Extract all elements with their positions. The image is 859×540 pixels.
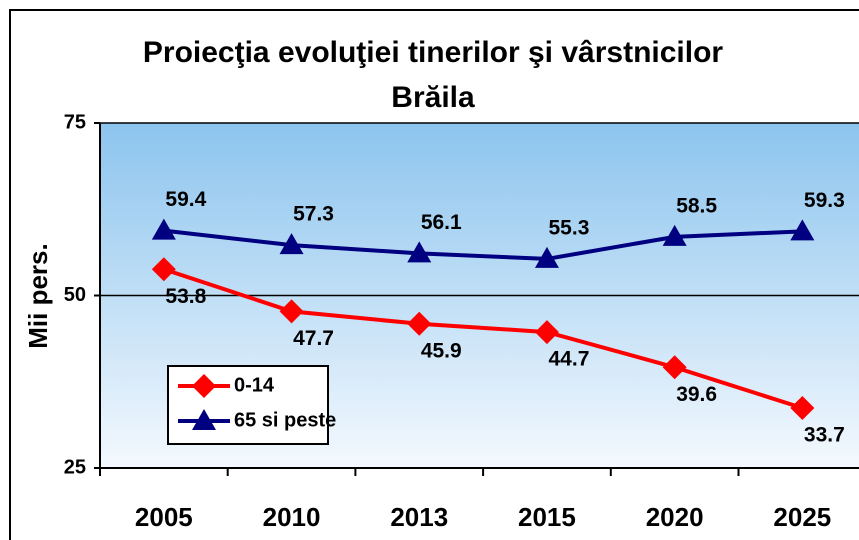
marker — [151, 257, 176, 282]
legend-box — [167, 365, 329, 445]
marker — [192, 374, 216, 398]
x-tick-label: 2015 — [518, 502, 576, 532]
data-label: 59.3 — [804, 189, 845, 212]
data-label: 59.4 — [165, 188, 206, 211]
y-tick-label: 50 — [64, 284, 86, 306]
marker — [662, 355, 687, 380]
data-label: 53.8 — [165, 285, 206, 308]
data-label: 55.3 — [549, 216, 590, 239]
marker — [407, 311, 432, 336]
marker — [534, 320, 559, 345]
marker — [151, 218, 176, 240]
chart-title: Brăila — [391, 81, 475, 114]
y-tick-label: 25 — [64, 456, 86, 478]
data-label: 57.3 — [293, 203, 334, 226]
marker — [534, 246, 559, 268]
data-label: 47.7 — [293, 327, 334, 350]
marker — [279, 233, 304, 255]
chart-title: Proiecţia evoluţiei tinerilor şi vârstni… — [143, 36, 724, 69]
data-label: 58.5 — [676, 194, 717, 217]
x-tick-label: 2010 — [263, 502, 321, 532]
y-tick-label: 75 — [64, 111, 86, 133]
series-line — [163, 267, 803, 410]
legend: 0-14 65 si peste — [167, 365, 336, 445]
marker — [407, 241, 432, 263]
marker — [662, 224, 687, 246]
series-line — [163, 228, 803, 261]
data-label: 56.1 — [421, 211, 462, 234]
legend-label: 0-14 — [234, 374, 275, 396]
data-label: 45.9 — [421, 339, 462, 362]
data-label: 44.7 — [549, 348, 590, 371]
x-tick-label: 2020 — [646, 502, 704, 532]
legend-label: 65 si peste — [234, 409, 336, 431]
data-label: 39.6 — [676, 383, 717, 406]
marker — [279, 299, 304, 324]
marker — [790, 395, 815, 420]
x-tick-label: 2005 — [135, 502, 193, 532]
x-tick-label: 2025 — [773, 502, 831, 532]
x-tick-label: 2013 — [390, 502, 448, 532]
y-axis-label: Mii pers. — [23, 243, 53, 348]
marker — [790, 219, 815, 241]
data-label: 33.7 — [804, 424, 845, 447]
marker — [192, 409, 216, 430]
